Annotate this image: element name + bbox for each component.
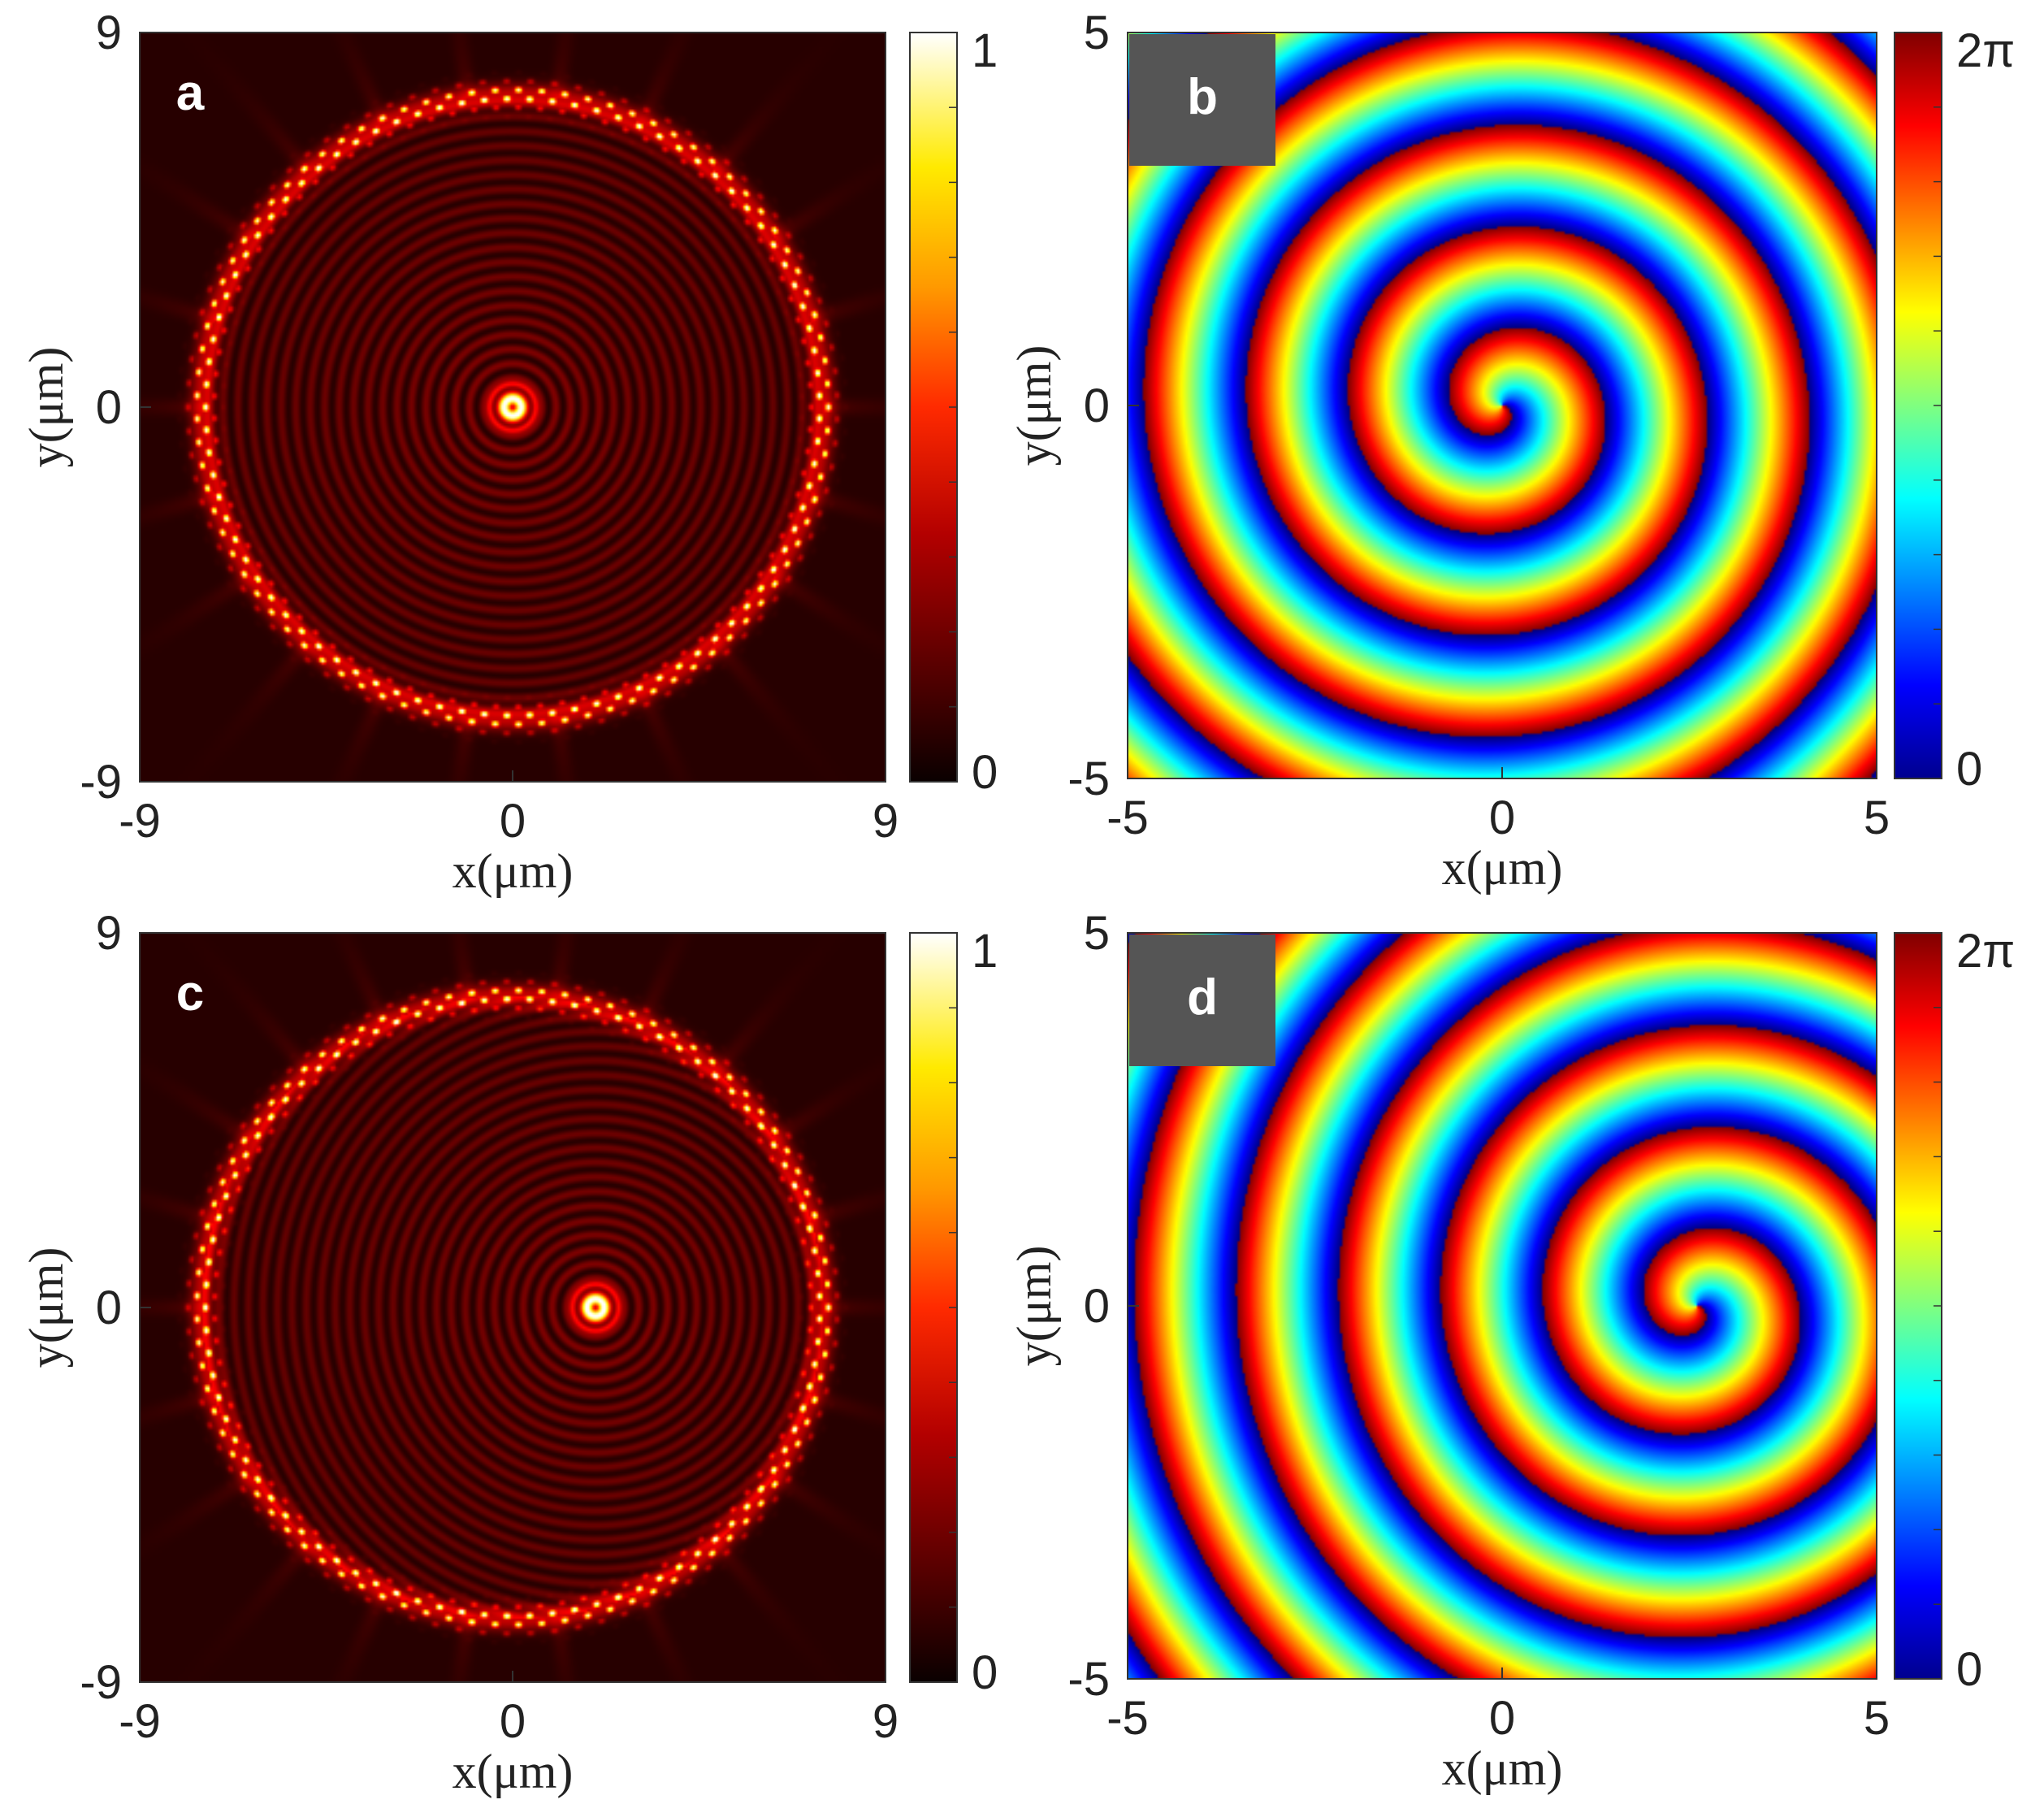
y-tick-label: -5 — [1067, 1653, 1110, 1706]
x-tick-label: -5 — [1106, 1692, 1149, 1745]
y-tick-label: 0 — [1084, 379, 1110, 432]
panel-label: a — [176, 65, 205, 121]
x-axis-label: x(μm) — [453, 1745, 574, 1798]
y-tick-label: 5 — [1084, 7, 1110, 59]
panel-c: -9 0 9 9 0 -9 x(μm) y(μm) c 1 0 — [19, 907, 998, 1798]
x-tick-label: 0 — [500, 795, 526, 848]
panel-a: -9 0 9 9 0 -9 x(μm) y(μm) a 1 0 — [19, 7, 998, 898]
panel-b: -5 0 5 5 0 -5 x(μm) y(μm) b 2π 0 — [1007, 7, 2015, 895]
x-axis-label: x(μm) — [1442, 841, 1563, 895]
x-tick-label: 5 — [1864, 1692, 1890, 1745]
y-tick-label: -5 — [1067, 752, 1110, 805]
y-tick-label: 9 — [96, 7, 122, 59]
x-tick-label: 0 — [1489, 791, 1515, 844]
y-tick-label: -9 — [80, 756, 122, 809]
y-tick-label: 0 — [96, 1281, 122, 1334]
panel-label: d — [1187, 969, 1218, 1026]
heatmap-image — [140, 33, 886, 782]
y-axis-label: y(μm) — [1007, 1246, 1061, 1367]
x-tick-label: -5 — [1106, 791, 1149, 844]
y-tick-label: 0 — [96, 381, 122, 434]
y-axis-label: y(μm) — [1007, 345, 1061, 466]
heatmap-image — [140, 933, 886, 1682]
colorbar-max-label: 2π — [1956, 925, 2015, 978]
colorbar-min-label: 0 — [1956, 743, 1982, 796]
x-tick-label: 9 — [873, 795, 899, 848]
panel-label: c — [176, 965, 204, 1021]
y-tick-label: 5 — [1084, 907, 1110, 960]
y-tick-label: 9 — [96, 907, 122, 960]
x-tick-label: 0 — [1489, 1692, 1515, 1745]
y-axis-label: y(μm) — [19, 347, 73, 468]
y-axis-label: y(μm) — [19, 1247, 73, 1368]
panel-label-box — [1129, 34, 1275, 166]
x-tick-label: 5 — [1864, 791, 1890, 844]
x-tick-label: -9 — [119, 795, 161, 848]
y-tick-label: 0 — [1084, 1280, 1110, 1333]
colorbar-max-label: 2π — [1956, 24, 2015, 77]
y-tick-label: -9 — [80, 1656, 122, 1709]
x-tick-label: 0 — [500, 1695, 526, 1748]
colorbar-min-label: 0 — [972, 1646, 998, 1699]
x-tick-label: -9 — [119, 1695, 161, 1748]
x-tick-label: 9 — [873, 1695, 899, 1748]
colorbar-max-label: 1 — [972, 925, 998, 978]
colorbar-max-label: 1 — [972, 24, 998, 77]
colorbar-min-label: 0 — [1956, 1643, 1982, 1696]
colorbar-min-label: 0 — [972, 746, 998, 799]
panel-d: -5 0 5 5 0 -5 x(μm) y(μm) d 2π 0 — [1007, 907, 2015, 1795]
panel-label: b — [1187, 69, 1218, 125]
x-axis-label: x(μm) — [1442, 1741, 1563, 1795]
x-axis-label: x(μm) — [453, 844, 574, 898]
panel-label-box — [1129, 935, 1275, 1066]
